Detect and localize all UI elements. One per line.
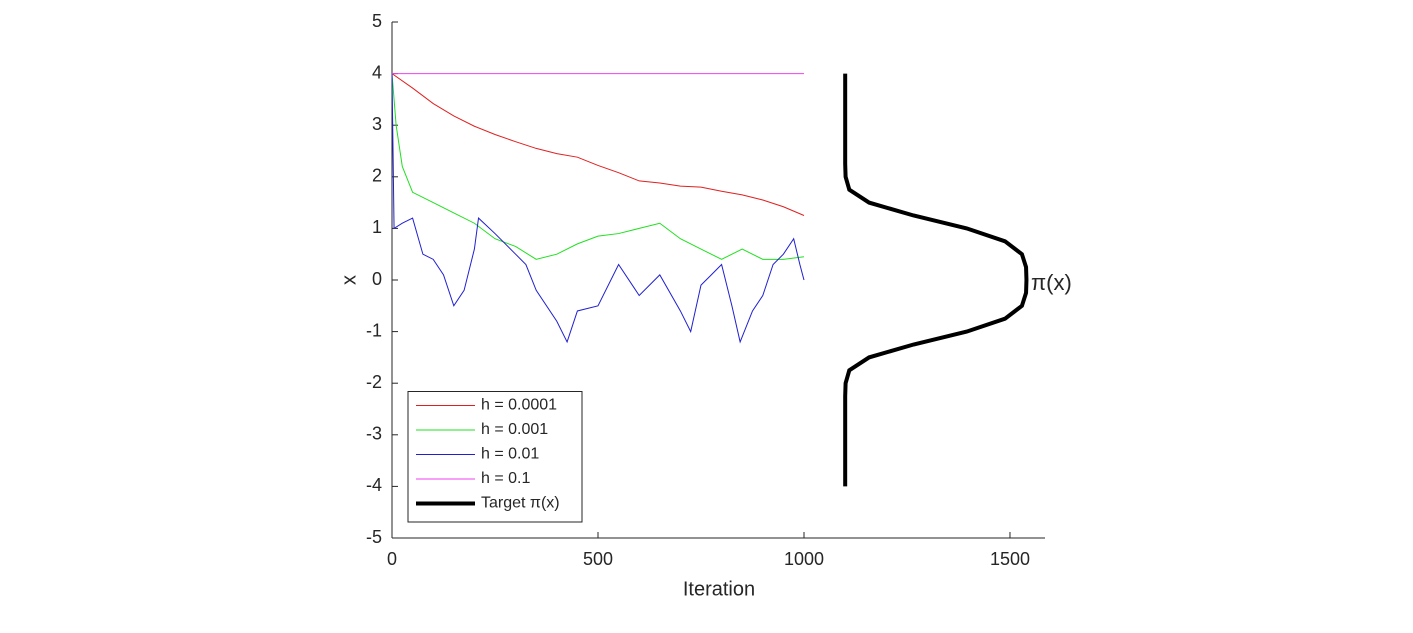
- series-line: [391, 73, 805, 260]
- y-tick-label: 2: [372, 166, 382, 186]
- legend-box: [407, 391, 583, 523]
- series-line: [843, 73, 1029, 487]
- y-tick-label: -5: [366, 527, 382, 547]
- x-tick-label: 1500: [990, 549, 1030, 569]
- y-tick-label: 4: [372, 62, 382, 82]
- legend-label: Target π(x): [481, 495, 560, 512]
- y-tick-label: 0: [372, 269, 382, 289]
- series-line: [391, 73, 805, 216]
- series-line: [391, 73, 805, 344]
- y-tick-label: 3: [372, 114, 382, 134]
- legend-label: h = 0.01: [481, 446, 539, 463]
- legend-label: h = 0.0001: [481, 397, 557, 414]
- y-tick-label: 5: [372, 11, 382, 31]
- y-tick-label: -3: [366, 424, 382, 444]
- x-tick-label: 1000: [784, 549, 824, 569]
- legend-label: h = 0.1: [481, 470, 530, 487]
- y-tick-label: 1: [372, 217, 382, 237]
- annotation: π(x): [1031, 270, 1072, 295]
- x-tick-label: 0: [387, 549, 397, 569]
- x-tick-label: 500: [583, 549, 613, 569]
- y-axis-label: x: [338, 275, 360, 285]
- y-tick-label: -4: [366, 475, 382, 495]
- y-tick-label: -1: [366, 320, 382, 340]
- x-axis-label: Iteration: [683, 578, 755, 600]
- legend-label: h = 0.001: [481, 421, 548, 438]
- y-tick-label: -2: [366, 372, 382, 392]
